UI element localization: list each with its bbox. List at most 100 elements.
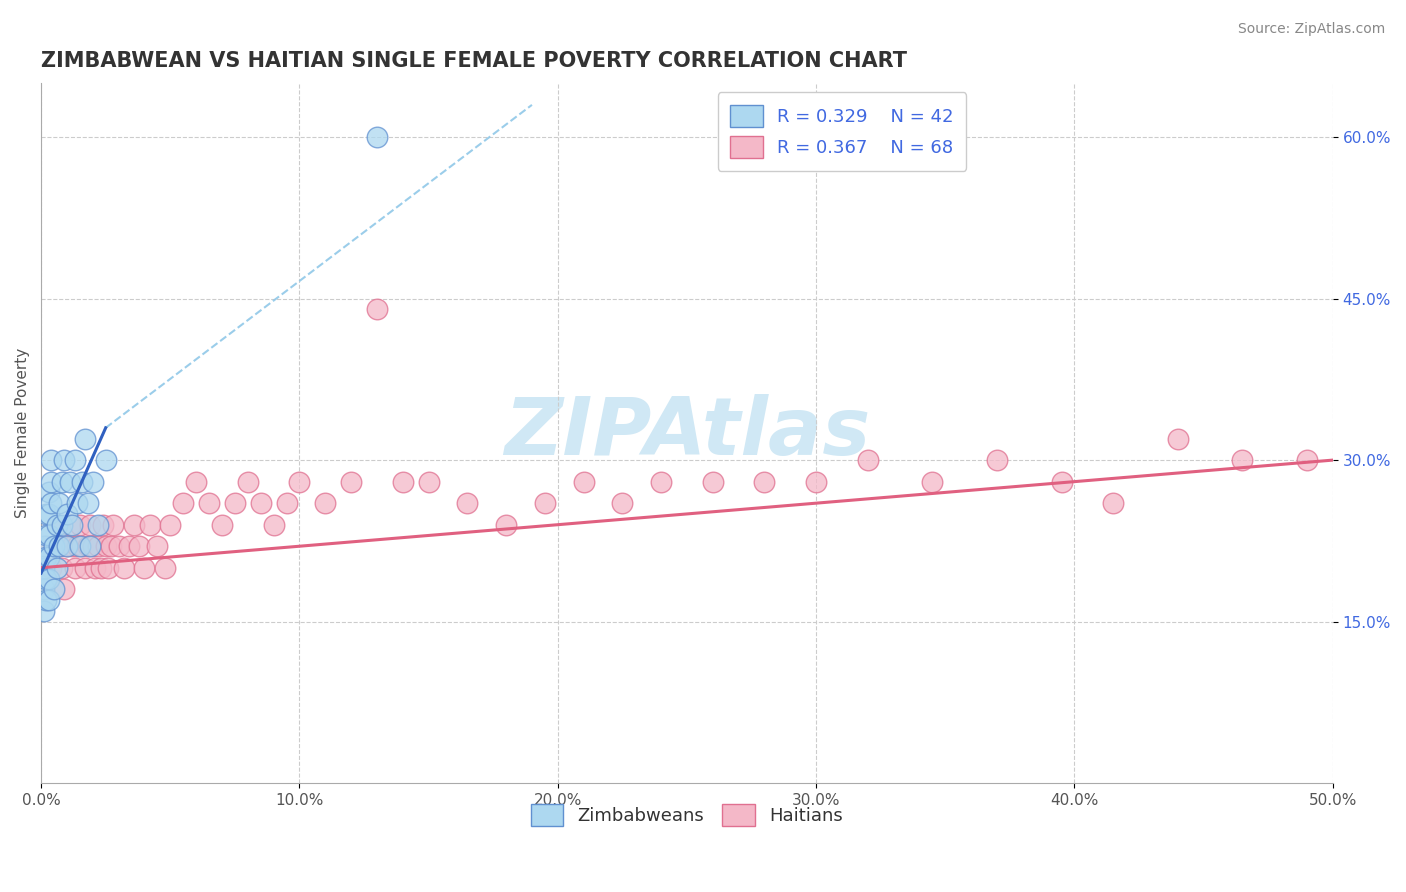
Point [58, 475, 80, 489]
Point [48, 539, 70, 553]
Point [366, 130, 388, 145]
Point [224, 496, 246, 510]
Point [32, 539, 55, 553]
Point [56, 507, 79, 521]
Point [97, 560, 120, 574]
Point [32, 604, 55, 618]
Point [314, 496, 336, 510]
Point [702, 475, 724, 489]
Text: ZIMBABWEAN VS HAITIAN SINGLE FEMALE POVERTY CORRELATION CHART: ZIMBABWEAN VS HAITIAN SINGLE FEMALE POVE… [41, 51, 907, 70]
Point [38, 593, 60, 607]
Point [1232, 453, 1254, 467]
Point [45, 560, 67, 574]
Point [51, 517, 73, 532]
Point [38, 485, 60, 500]
Point [72, 539, 94, 553]
Point [89, 560, 111, 574]
Point [82, 475, 104, 489]
Point [45, 517, 67, 532]
Point [921, 475, 943, 489]
Point [211, 517, 233, 532]
Point [72, 475, 94, 489]
Point [38, 528, 60, 542]
Point [263, 517, 285, 532]
Point [184, 475, 207, 489]
Point [79, 539, 101, 553]
Y-axis label: Single Female Poverty: Single Female Poverty [15, 348, 30, 518]
Point [495, 517, 517, 532]
Text: ZIPAtlas: ZIPAtlas [503, 394, 870, 472]
Point [856, 453, 879, 467]
Point [650, 475, 672, 489]
Point [48, 496, 70, 510]
Point [60, 517, 83, 532]
Point [82, 539, 104, 553]
Point [103, 517, 125, 532]
Point [41, 453, 63, 467]
Point [612, 496, 634, 510]
Point [118, 539, 141, 553]
Point [198, 496, 221, 510]
Point [53, 582, 76, 597]
Point [418, 475, 440, 489]
Point [56, 539, 79, 553]
Point [35, 507, 58, 521]
Point [38, 507, 60, 521]
Legend: Zimbabweans, Haitians: Zimbabweans, Haitians [523, 797, 851, 833]
Point [48, 539, 70, 553]
Point [288, 475, 311, 489]
Point [35, 593, 58, 607]
Point [91, 517, 114, 532]
Point [41, 560, 63, 574]
Point [76, 496, 98, 510]
Point [45, 517, 67, 532]
Point [87, 539, 110, 553]
Point [391, 475, 413, 489]
Point [134, 560, 156, 574]
Point [73, 560, 96, 574]
Point [456, 496, 478, 510]
Point [42, 582, 65, 597]
Point [63, 453, 86, 467]
Point [69, 539, 91, 553]
Point [107, 539, 129, 553]
Point [41, 475, 63, 489]
Point [138, 517, 160, 532]
Point [236, 475, 259, 489]
Point [572, 475, 595, 489]
Point [60, 539, 83, 553]
Point [122, 517, 145, 532]
Point [100, 539, 122, 553]
Point [159, 517, 181, 532]
Point [66, 539, 89, 553]
Point [79, 517, 101, 532]
Point [35, 572, 58, 586]
Point [1167, 432, 1189, 446]
Point [42, 539, 65, 553]
Point [58, 517, 80, 532]
Point [534, 496, 557, 510]
Point [51, 560, 73, 574]
Point [87, 517, 110, 532]
Point [153, 560, 176, 574]
Point [66, 496, 89, 510]
Point [76, 539, 98, 553]
Point [366, 302, 388, 317]
Point [94, 453, 117, 467]
Point [38, 572, 60, 586]
Point [73, 432, 96, 446]
Point [128, 539, 150, 553]
Point [35, 549, 58, 564]
Point [1050, 475, 1073, 489]
Point [276, 496, 298, 510]
Point [38, 549, 60, 564]
Point [1102, 496, 1125, 510]
Point [84, 560, 107, 574]
Point [249, 496, 271, 510]
Point [41, 496, 63, 510]
Point [112, 560, 135, 574]
Point [42, 539, 65, 553]
Point [94, 539, 117, 553]
Point [754, 475, 776, 489]
Point [1296, 453, 1319, 467]
